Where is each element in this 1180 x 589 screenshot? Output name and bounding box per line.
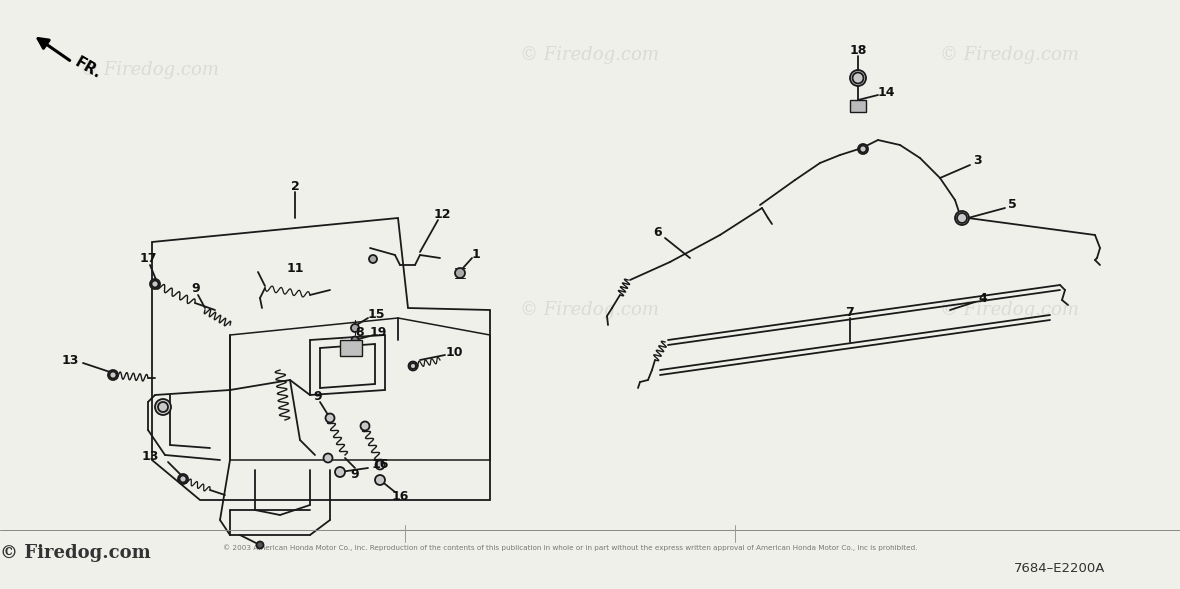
Text: © Firedog.com: © Firedog.com [520,46,660,64]
Text: © 2003 American Honda Motor Co., Inc. Reproduction of the contents of this publi: © 2003 American Honda Motor Co., Inc. Re… [223,545,917,551]
Circle shape [323,454,333,462]
Text: 17: 17 [139,253,157,266]
Text: 15: 15 [367,307,385,320]
Text: 18: 18 [850,44,866,57]
Circle shape [335,467,345,477]
Text: © Firedog.com: © Firedog.com [940,301,1080,319]
Text: 4: 4 [978,292,988,305]
Text: © Firedog.com: © Firedog.com [0,544,150,562]
Text: 13: 13 [61,353,79,366]
Circle shape [858,144,868,154]
Text: 9: 9 [314,389,322,402]
Text: © Firedog.com: © Firedog.com [80,61,219,79]
Text: 2: 2 [290,180,300,193]
Text: 16: 16 [372,458,388,472]
Text: © Firedog.com: © Firedog.com [940,46,1080,64]
Circle shape [352,336,359,343]
Bar [850,100,866,112]
Circle shape [375,475,385,485]
Circle shape [326,413,334,422]
FancyBboxPatch shape [340,340,362,356]
Text: 14: 14 [877,85,894,98]
Circle shape [408,362,418,370]
Text: 11: 11 [287,262,303,274]
Circle shape [369,255,376,263]
Circle shape [375,461,385,469]
Text: 16: 16 [392,491,408,504]
Circle shape [178,474,188,484]
Text: 13: 13 [142,449,158,462]
Text: 1: 1 [472,249,480,262]
Circle shape [455,268,465,278]
Text: 8: 8 [355,326,365,339]
Text: 9: 9 [191,283,201,296]
Circle shape [850,70,866,86]
Text: © Firedog.com: © Firedog.com [520,301,660,319]
Text: 12: 12 [433,209,451,221]
Circle shape [350,324,359,332]
Text: 10: 10 [445,346,463,359]
Text: 7: 7 [846,306,854,319]
Circle shape [955,211,969,225]
Text: FR.: FR. [72,55,104,81]
Text: 19: 19 [369,326,387,339]
Circle shape [150,279,160,289]
Circle shape [109,370,118,380]
Text: 7684–E2200A: 7684–E2200A [1015,561,1106,574]
Circle shape [256,541,263,548]
Text: 5: 5 [1008,197,1016,210]
Circle shape [155,399,171,415]
Text: 6: 6 [654,226,662,239]
Circle shape [361,422,369,431]
Text: 3: 3 [974,154,982,167]
Text: 9: 9 [350,468,360,481]
